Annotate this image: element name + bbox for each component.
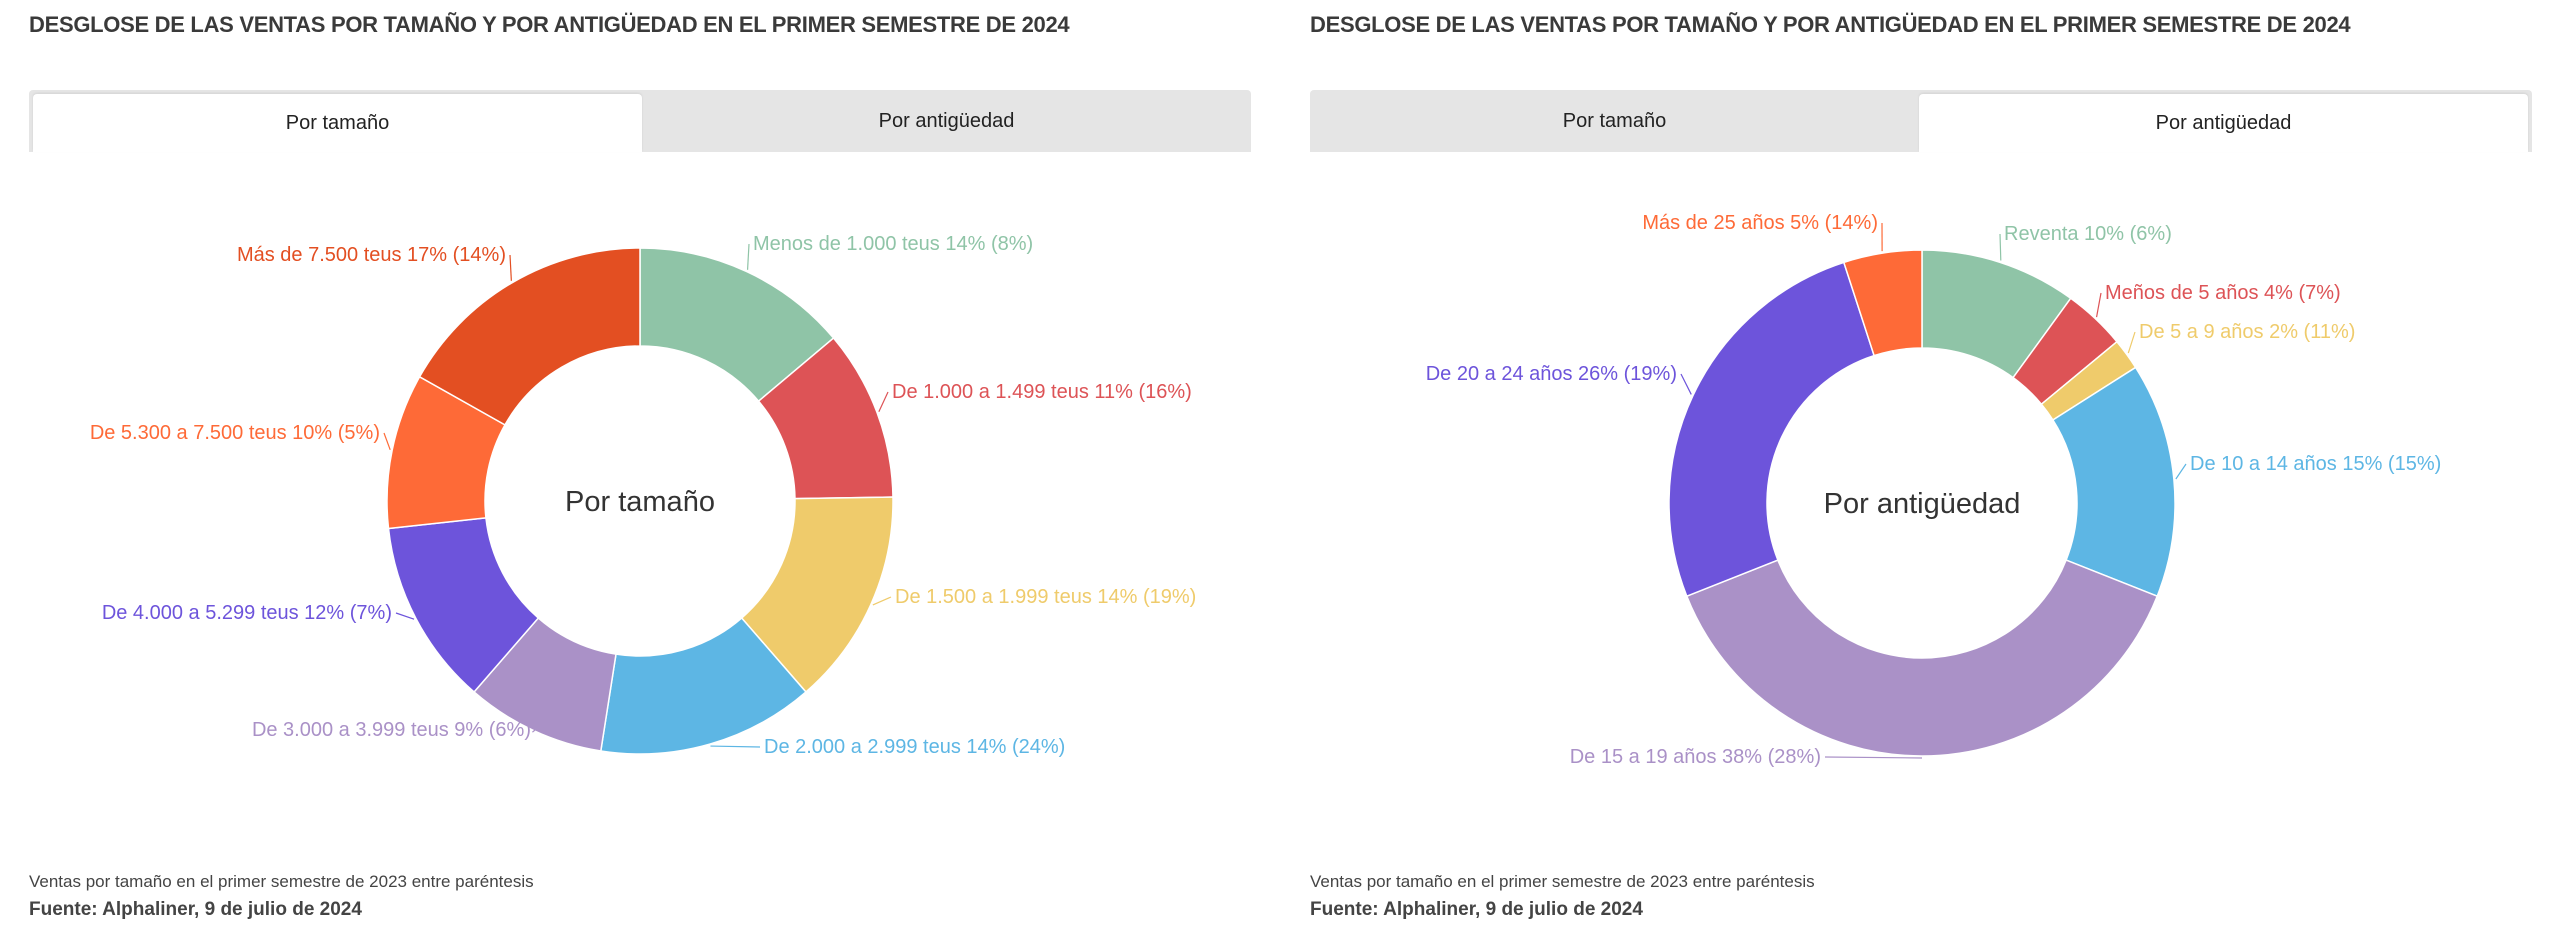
donut-slice[interactable] [1685,559,2159,757]
donut-slice[interactable] [1842,249,1923,357]
donut-slice[interactable] [418,247,641,426]
leader-line [383,432,391,451]
leader-line [878,391,889,412]
donut-center-label: Por antigüedad [1824,488,2021,520]
tab-por-antiguedad[interactable]: Por antigüedad [1919,94,2528,152]
leader-line [1824,756,1923,759]
footnote: Ventas por tamaño en el primer semestre … [1310,872,1815,891]
leader-line [1999,233,2002,261]
data-label: Meños de 5 años 4% (7%) [2105,282,2341,304]
donut-center-label: Por tamaño [565,486,715,518]
leader-line [1680,373,1692,395]
data-label: Más de 7.500 teus 17% (14%) [237,244,506,266]
source-credit: Fuente: Alphaliner, 9 de julio de 2024 [29,899,362,920]
source-credit: Fuente: Alphaliner, 9 de julio de 2024 [1310,899,1643,920]
leader-line [2127,331,2136,354]
data-label: De 4.000 a 5.299 teus 12% (7%) [102,602,392,624]
leader-line [532,729,536,733]
data-label: Reventa 10% (6%) [2004,223,2172,245]
data-label: De 3.000 a 3.999 teus 9% (6%) [252,719,531,741]
data-label: De 2.000 a 2.999 teus 14% (24%) [764,736,1065,758]
donut-chart-age: Reventa 10% (6%) Meños de 5 años 4% (7%) D… [1426,212,2442,768]
data-label: De 1.000 a 1.499 teus 11% (16%) [892,381,1192,403]
leader-line [2175,463,2187,480]
data-label: De 20 a 24 años 26% (19%) [1426,363,1677,385]
leader-line [2095,292,2102,318]
age-breakdown-panel: DESGLOSE DE LAS VENTAS POR TAMAÑO Y POR … [1310,0,2532,941]
data-label: De 15 a 19 años 38% (28%) [1570,746,1821,768]
data-label: Más de 25 años 5% (14%) [1642,212,1878,234]
tab-por-antiguedad[interactable]: Por antigüedad [878,109,1015,132]
leader-line [509,254,512,281]
chart-title: DESGLOSE DE LAS VENTAS POR TAMAÑO Y POR … [29,12,1070,37]
data-label: De 1.500 a 1.999 teus 14% (19%) [895,586,1196,608]
data-label: De 10 a 14 años 15% (15%) [2190,453,2441,475]
tab-por-tamano[interactable]: Por tamaño [1562,109,1667,132]
donut-chart-size: Menos de 1.000 teus 14% (8%) De 1.000 a 1… [90,233,1197,758]
donut-slice[interactable] [1668,261,1876,598]
leader-line [872,596,892,606]
leader-line [746,243,750,270]
size-breakdown-panel: DESGLOSE DE LAS VENTAS POR TAMAÑO Y POR … [29,0,1251,941]
leader-line [395,612,415,620]
data-label: De 5 a 9 años 2% (11%) [2139,321,2355,343]
data-label: De 5.300 a 7.500 teus 10% (5%) [90,422,380,444]
tab-bar: Por tamaño Por antigüedad [1310,90,2532,152]
footnote: Ventas por tamaño en el primer semestre … [29,872,534,891]
data-label: Menos de 1.000 teus 14% (8%) [753,233,1033,255]
tab-bar: Por tamaño Por antigüedad [29,90,1251,152]
chart-title: DESGLOSE DE LAS VENTAS POR TAMAÑO Y POR … [1310,12,2351,37]
tab-por-tamano[interactable]: Por tamaño [33,94,642,152]
leader-line [710,745,761,748]
